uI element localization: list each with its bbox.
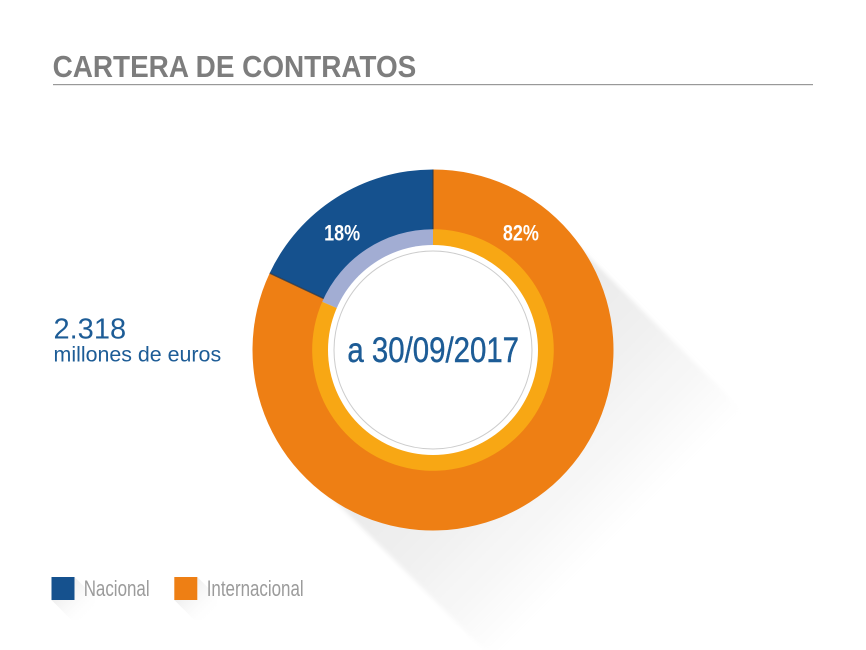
svg-text:82%: 82% [503, 222, 539, 246]
svg-text:CARTERA DE CONTRATOS: CARTERA DE CONTRATOS [53, 50, 417, 85]
svg-text:a 30/09/2017: a 30/09/2017 [347, 330, 519, 369]
svg-text:Internacional: Internacional [207, 577, 304, 602]
svg-text:2.318: 2.318 [54, 313, 127, 345]
svg-text:18%: 18% [324, 222, 360, 246]
svg-text:Nacional: Nacional [84, 577, 150, 602]
svg-text:millones de euros: millones de euros [54, 343, 222, 367]
